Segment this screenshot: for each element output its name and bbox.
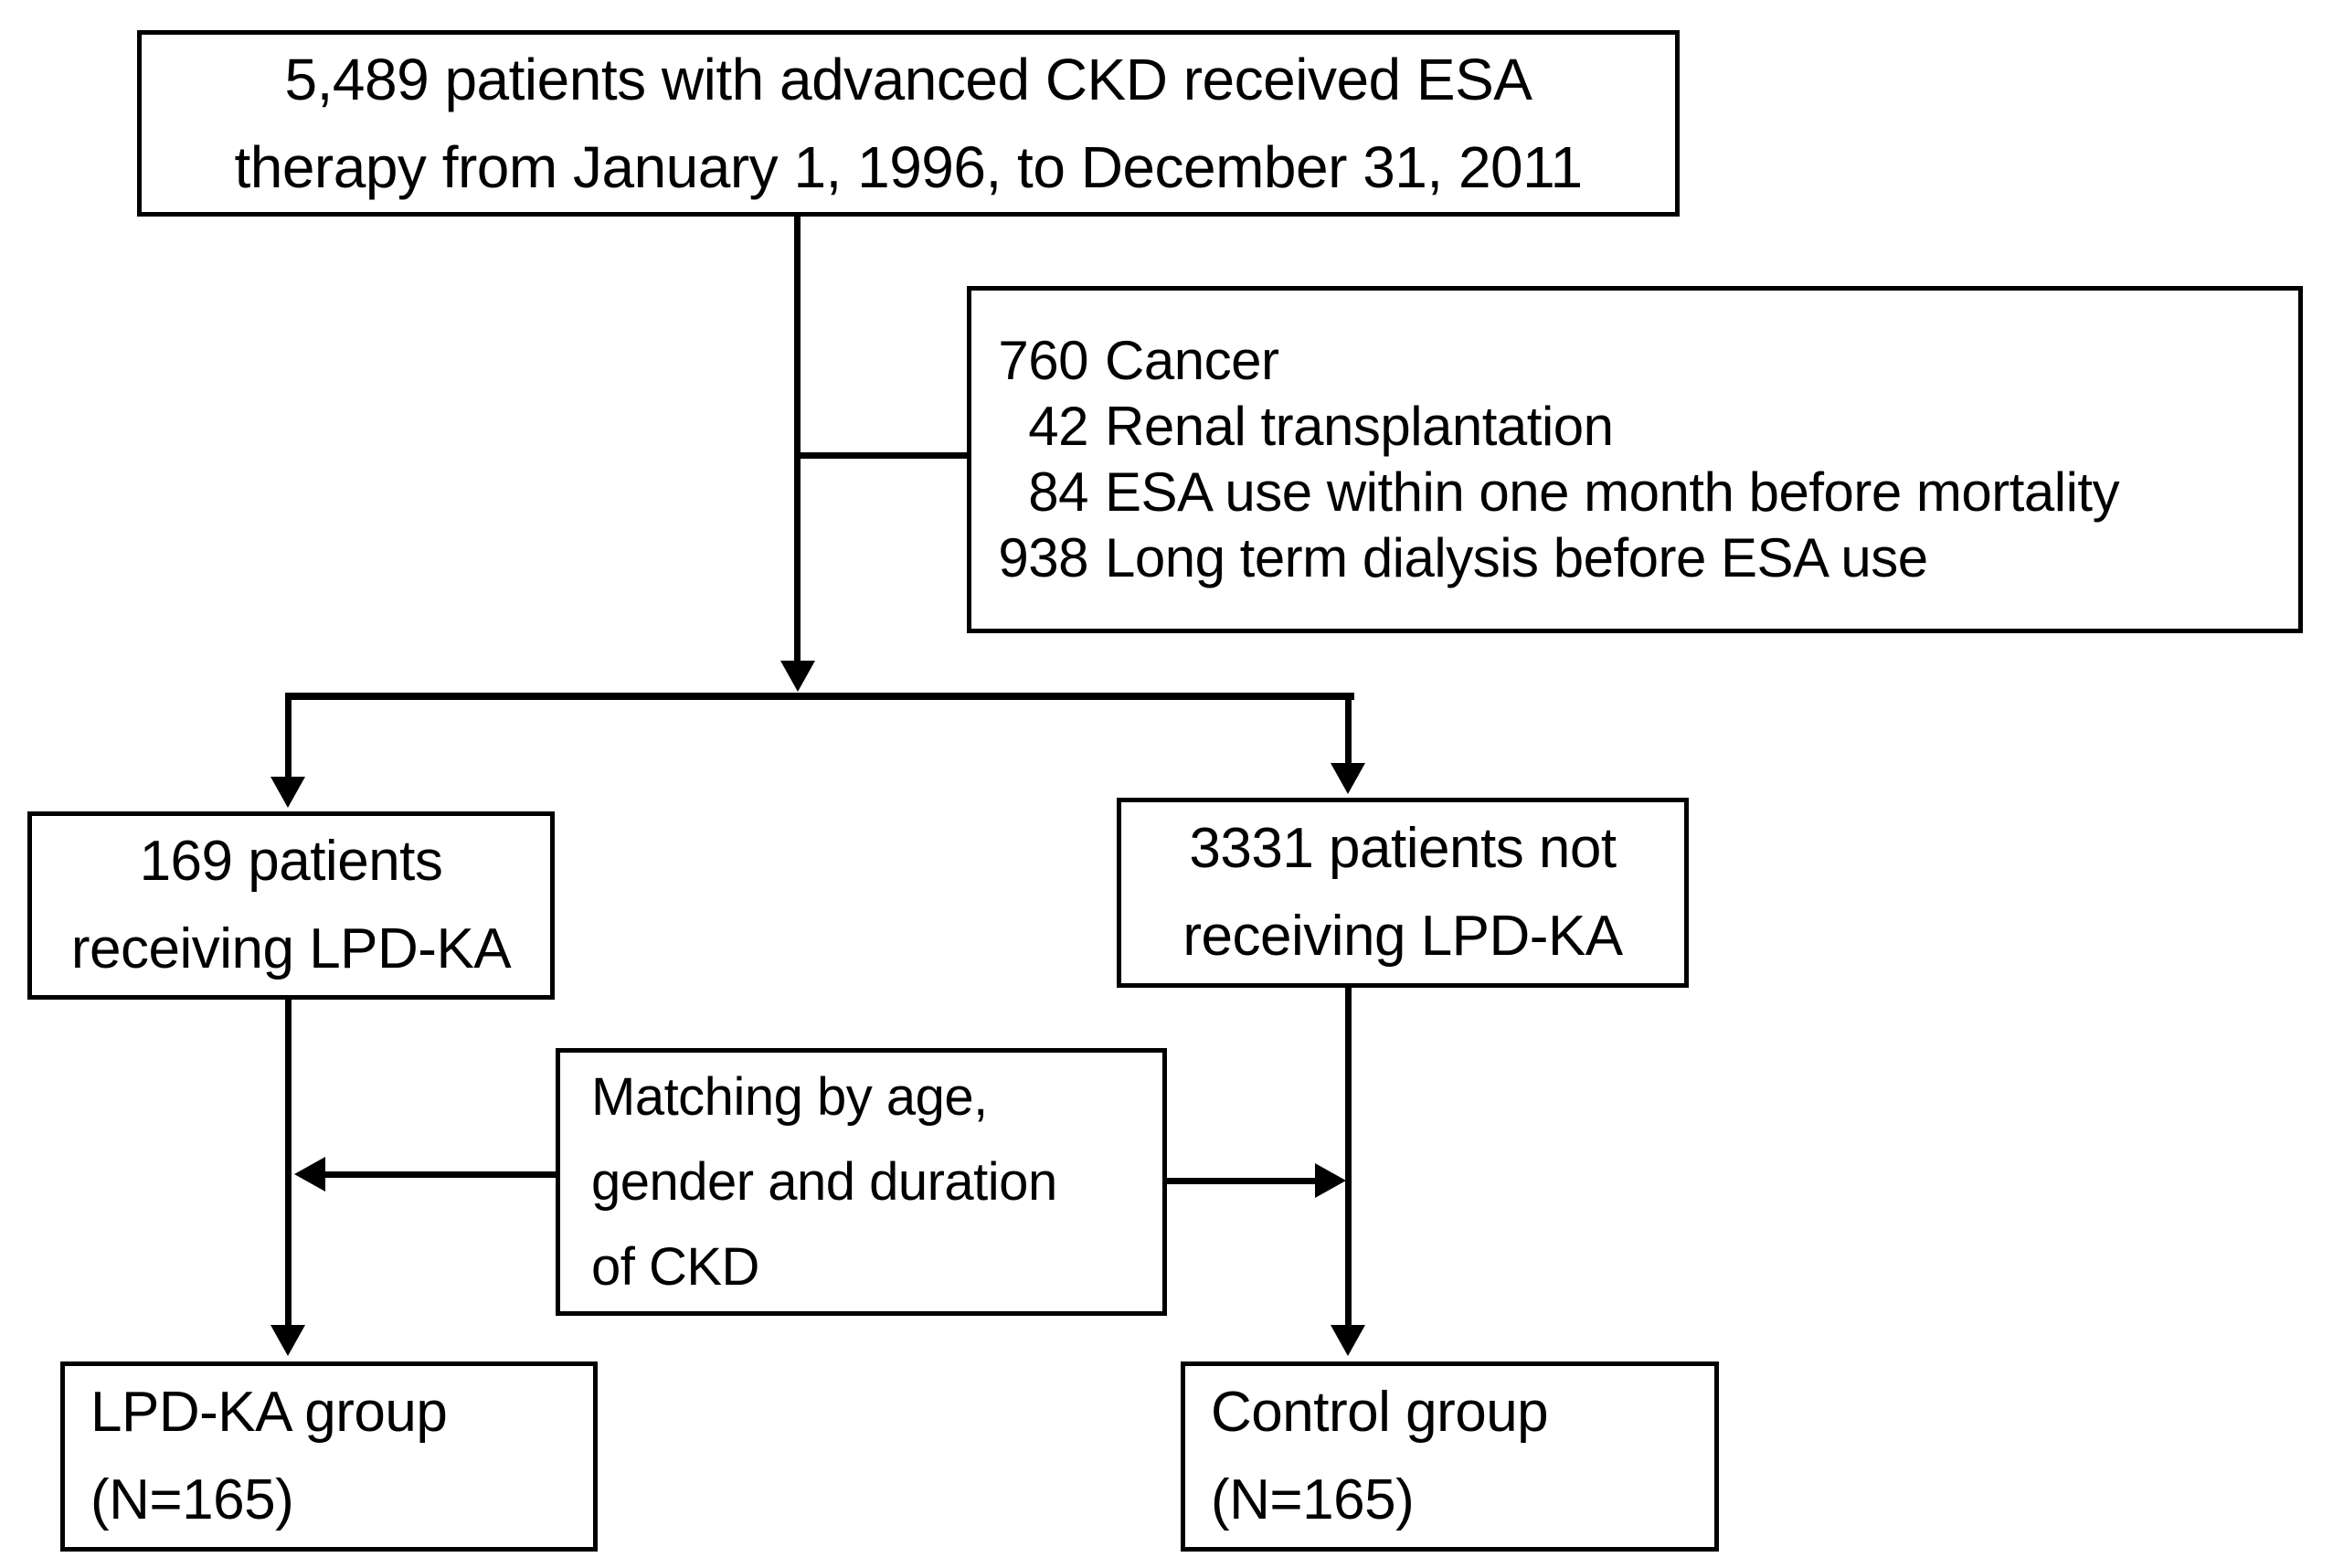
- connector-right-drop: [1345, 693, 1352, 763]
- arrowhead-down-left: [270, 777, 305, 808]
- arrowhead-down-center: [780, 661, 815, 692]
- arrowhead-down-control-group: [1331, 1325, 1365, 1356]
- lpdka-group-box: LPD-KA group (N=165): [60, 1361, 598, 1552]
- connector-matching-right: [1167, 1178, 1315, 1184]
- exclusion-label: Renal transplantation: [1105, 396, 1614, 457]
- connector-left-vertical-2: [285, 1000, 292, 1325]
- lpdka-group-line-1: LPD-KA group: [90, 1381, 448, 1444]
- exclusion-box: 760 Cancer 42 Renal transplantation 84 E…: [967, 286, 2303, 633]
- exclusion-label: Long term dialysis before ESA use: [1105, 527, 1928, 588]
- enrollment-box: 5,489 patients with advanced CKD receive…: [137, 30, 1680, 217]
- exclusion-row: 84 ESA use within one month before morta…: [990, 460, 2298, 525]
- connector-exclusion-branch: [797, 452, 967, 459]
- exclusion-label: Cancer: [1105, 330, 1279, 391]
- connector-split-horizontal: [288, 693, 1354, 700]
- non-lpdka-patients-line-2: receiving LPD-KA: [1182, 905, 1623, 968]
- control-group-line-2: (N=165): [1211, 1468, 1415, 1531]
- exclusion-count: 84: [1028, 461, 1088, 523]
- connector-matching-left: [325, 1171, 556, 1178]
- control-group-line-1: Control group: [1211, 1381, 1549, 1444]
- exclusion-row: 938 Long term dialysis before ESA use: [990, 525, 2298, 591]
- matching-line-2: gender and duration: [591, 1152, 1057, 1212]
- lpdka-patients-line-1: 169 patients: [139, 830, 443, 893]
- matching-line-3: of CKD: [591, 1237, 759, 1297]
- enrollment-line-1: 5,489 patients with advanced CKD receive…: [284, 47, 1532, 112]
- exclusion-label: ESA use within one month before mortalit…: [1105, 461, 2120, 523]
- arrowhead-right-matching: [1315, 1163, 1346, 1198]
- arrowhead-down-lpdka-group: [270, 1325, 305, 1356]
- connector-left-drop: [285, 693, 292, 777]
- exclusion-count: 938: [998, 527, 1088, 588]
- arrowhead-left-matching: [294, 1157, 325, 1192]
- lpdka-group-line-2: (N=165): [90, 1468, 294, 1531]
- arrowhead-down-right: [1331, 763, 1365, 794]
- lpdka-patients-box: 169 patients receiving LPD-KA: [27, 811, 555, 1000]
- exclusion-row: 760 Cancer: [990, 328, 2298, 394]
- enrollment-line-2: therapy from January 1, 1996, to Decembe…: [234, 134, 1583, 200]
- matching-line-1: Matching by age,: [591, 1067, 988, 1127]
- exclusion-row: 42 Renal transplantation: [990, 394, 2298, 460]
- connector-top-vertical: [794, 217, 801, 662]
- connector-right-vertical-2: [1345, 988, 1352, 1325]
- lpdka-patients-line-2: receiving LPD-KA: [70, 917, 512, 980]
- non-lpdka-patients-line-1: 3331 patients not: [1189, 817, 1617, 880]
- matching-box: Matching by age, gender and duration of …: [556, 1048, 1167, 1316]
- non-lpdka-patients-box: 3331 patients not receiving LPD-KA: [1117, 798, 1689, 988]
- exclusion-count: 42: [1028, 396, 1088, 457]
- exclusion-count: 760: [998, 330, 1088, 391]
- control-group-box: Control group (N=165): [1181, 1361, 1719, 1552]
